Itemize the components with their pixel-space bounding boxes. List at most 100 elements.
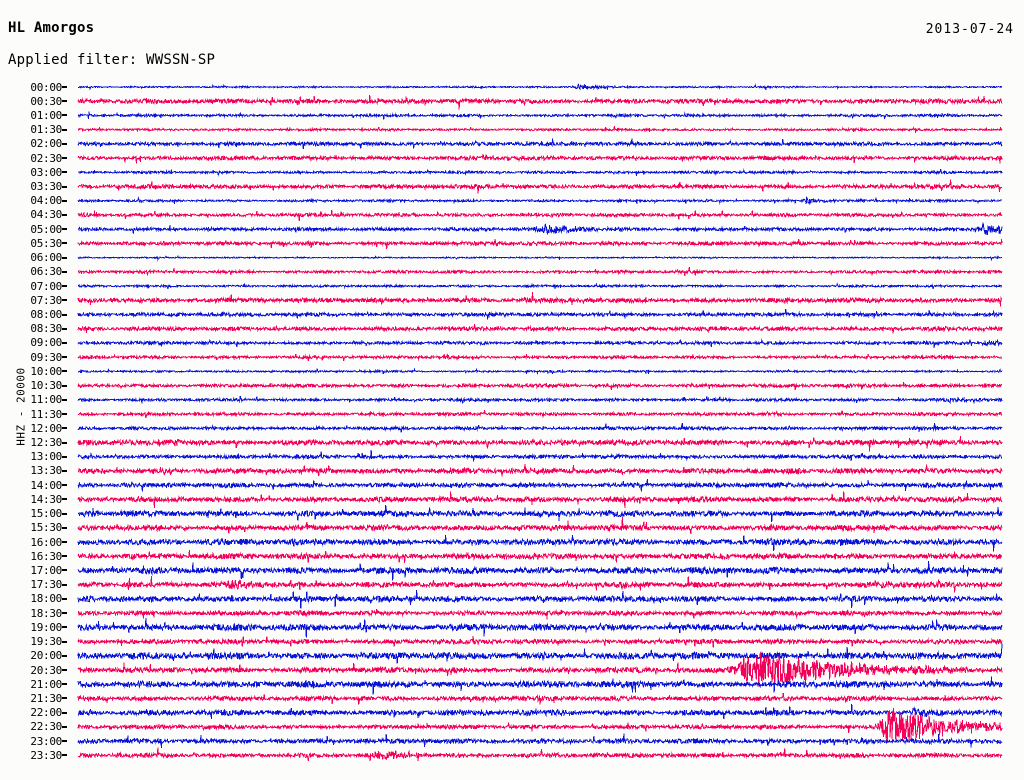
time-label: 13:30 (30, 464, 62, 478)
trace-line (77, 436, 1003, 452)
axis-tick (62, 455, 67, 458)
trace-line (77, 560, 1003, 581)
seismic-traces (0, 78, 1024, 778)
trace-line (77, 449, 1003, 462)
axis-tick (62, 711, 67, 714)
axis-tick (62, 341, 67, 344)
trace-line (77, 422, 1003, 433)
trace-line (77, 111, 1003, 120)
applied-filter-label: Applied filter: WWSSN-SP (8, 52, 216, 68)
station-title: HL Amorgos (8, 20, 95, 36)
trace-line (78, 168, 1003, 177)
axis-tick (62, 171, 67, 174)
time-label: 08:30 (30, 322, 62, 336)
trace-line (77, 692, 1003, 705)
trace-line (77, 367, 1003, 376)
trace-line (77, 395, 1003, 405)
time-label: 11:00 (30, 393, 62, 407)
trace-line (77, 618, 1003, 638)
trace-line (77, 353, 1003, 362)
trace-line (77, 338, 1003, 348)
axis-tick (62, 441, 67, 444)
axis-tick (62, 640, 67, 643)
time-label: 20:00 (30, 649, 62, 663)
trace-line (77, 195, 1002, 206)
axis-tick (62, 526, 67, 529)
trace-line (77, 267, 1003, 277)
time-label: 07:30 (30, 293, 62, 307)
time-label: 15:30 (30, 521, 62, 535)
time-label: 20:30 (30, 663, 62, 677)
time-label: 21:00 (30, 677, 62, 691)
axis-tick (62, 569, 67, 572)
trace-line (77, 516, 1003, 534)
time-label: 19:00 (30, 620, 62, 634)
axis-tick (62, 185, 67, 188)
axis-tick (62, 597, 67, 600)
trace-line (77, 590, 1003, 609)
trace-line (77, 708, 1003, 743)
trace-line (77, 210, 1003, 222)
trace-line (77, 747, 1003, 762)
trace-line (77, 95, 1003, 110)
axis-tick (62, 327, 67, 330)
time-label: 15:00 (30, 507, 62, 521)
time-label: 04:30 (30, 208, 62, 222)
axis-tick (62, 654, 67, 657)
time-label: 16:30 (30, 549, 62, 563)
time-label: 06:00 (30, 251, 62, 265)
time-label: 22:30 (30, 720, 62, 734)
trace-line (77, 676, 1003, 695)
axis-tick (62, 740, 67, 743)
time-label: 05:30 (30, 236, 62, 250)
axis-tick (62, 285, 67, 288)
trace-line (77, 478, 1003, 492)
trace-line (77, 463, 1003, 477)
trace-line (77, 282, 1003, 290)
axis-tick (62, 612, 67, 615)
trace-line (77, 504, 1003, 522)
time-label: 14:00 (30, 478, 62, 492)
trace-line (77, 636, 1003, 648)
time-label: 03:30 (30, 180, 62, 194)
time-label: 17:00 (30, 563, 62, 577)
axis-tick (62, 128, 67, 131)
axis-tick (62, 356, 67, 359)
time-label: 13:00 (30, 450, 62, 464)
trace-line (77, 125, 1003, 133)
record-date: 2013-07-24 (925, 22, 1014, 37)
time-label: 17:30 (30, 578, 62, 592)
time-label: 07:00 (30, 279, 62, 293)
trace-line (77, 608, 1003, 620)
trace-line (77, 308, 1003, 320)
time-label: 01:00 (30, 108, 62, 122)
time-label: 05:00 (30, 222, 62, 236)
trace-line (77, 254, 1003, 262)
axis-tick (62, 256, 67, 259)
time-label: 18:00 (30, 592, 62, 606)
axis-tick (62, 370, 67, 373)
time-label: 10:00 (30, 364, 62, 378)
time-label: 14:30 (30, 492, 62, 506)
time-axis-ticks (62, 78, 72, 778)
axis-tick (62, 114, 67, 117)
time-label: 09:00 (30, 336, 62, 350)
axis-tick (62, 754, 67, 757)
axis-tick (62, 469, 67, 472)
trace-line (77, 535, 1003, 552)
time-label: 03:00 (30, 165, 62, 179)
trace-line (77, 222, 1003, 236)
trace-line (77, 179, 1003, 194)
time-label: 09:30 (30, 350, 62, 364)
time-label: 23:30 (30, 748, 62, 762)
axis-tick (62, 498, 67, 501)
axis-tick (62, 228, 67, 231)
trace-line (77, 703, 1003, 720)
time-label: 19:30 (30, 635, 62, 649)
axis-tick (62, 398, 67, 401)
axis-tick (62, 100, 67, 103)
axis-tick (62, 384, 67, 387)
trace-canvas (77, 83, 1003, 762)
trace-line (77, 323, 1003, 334)
trace-line (77, 491, 1003, 509)
